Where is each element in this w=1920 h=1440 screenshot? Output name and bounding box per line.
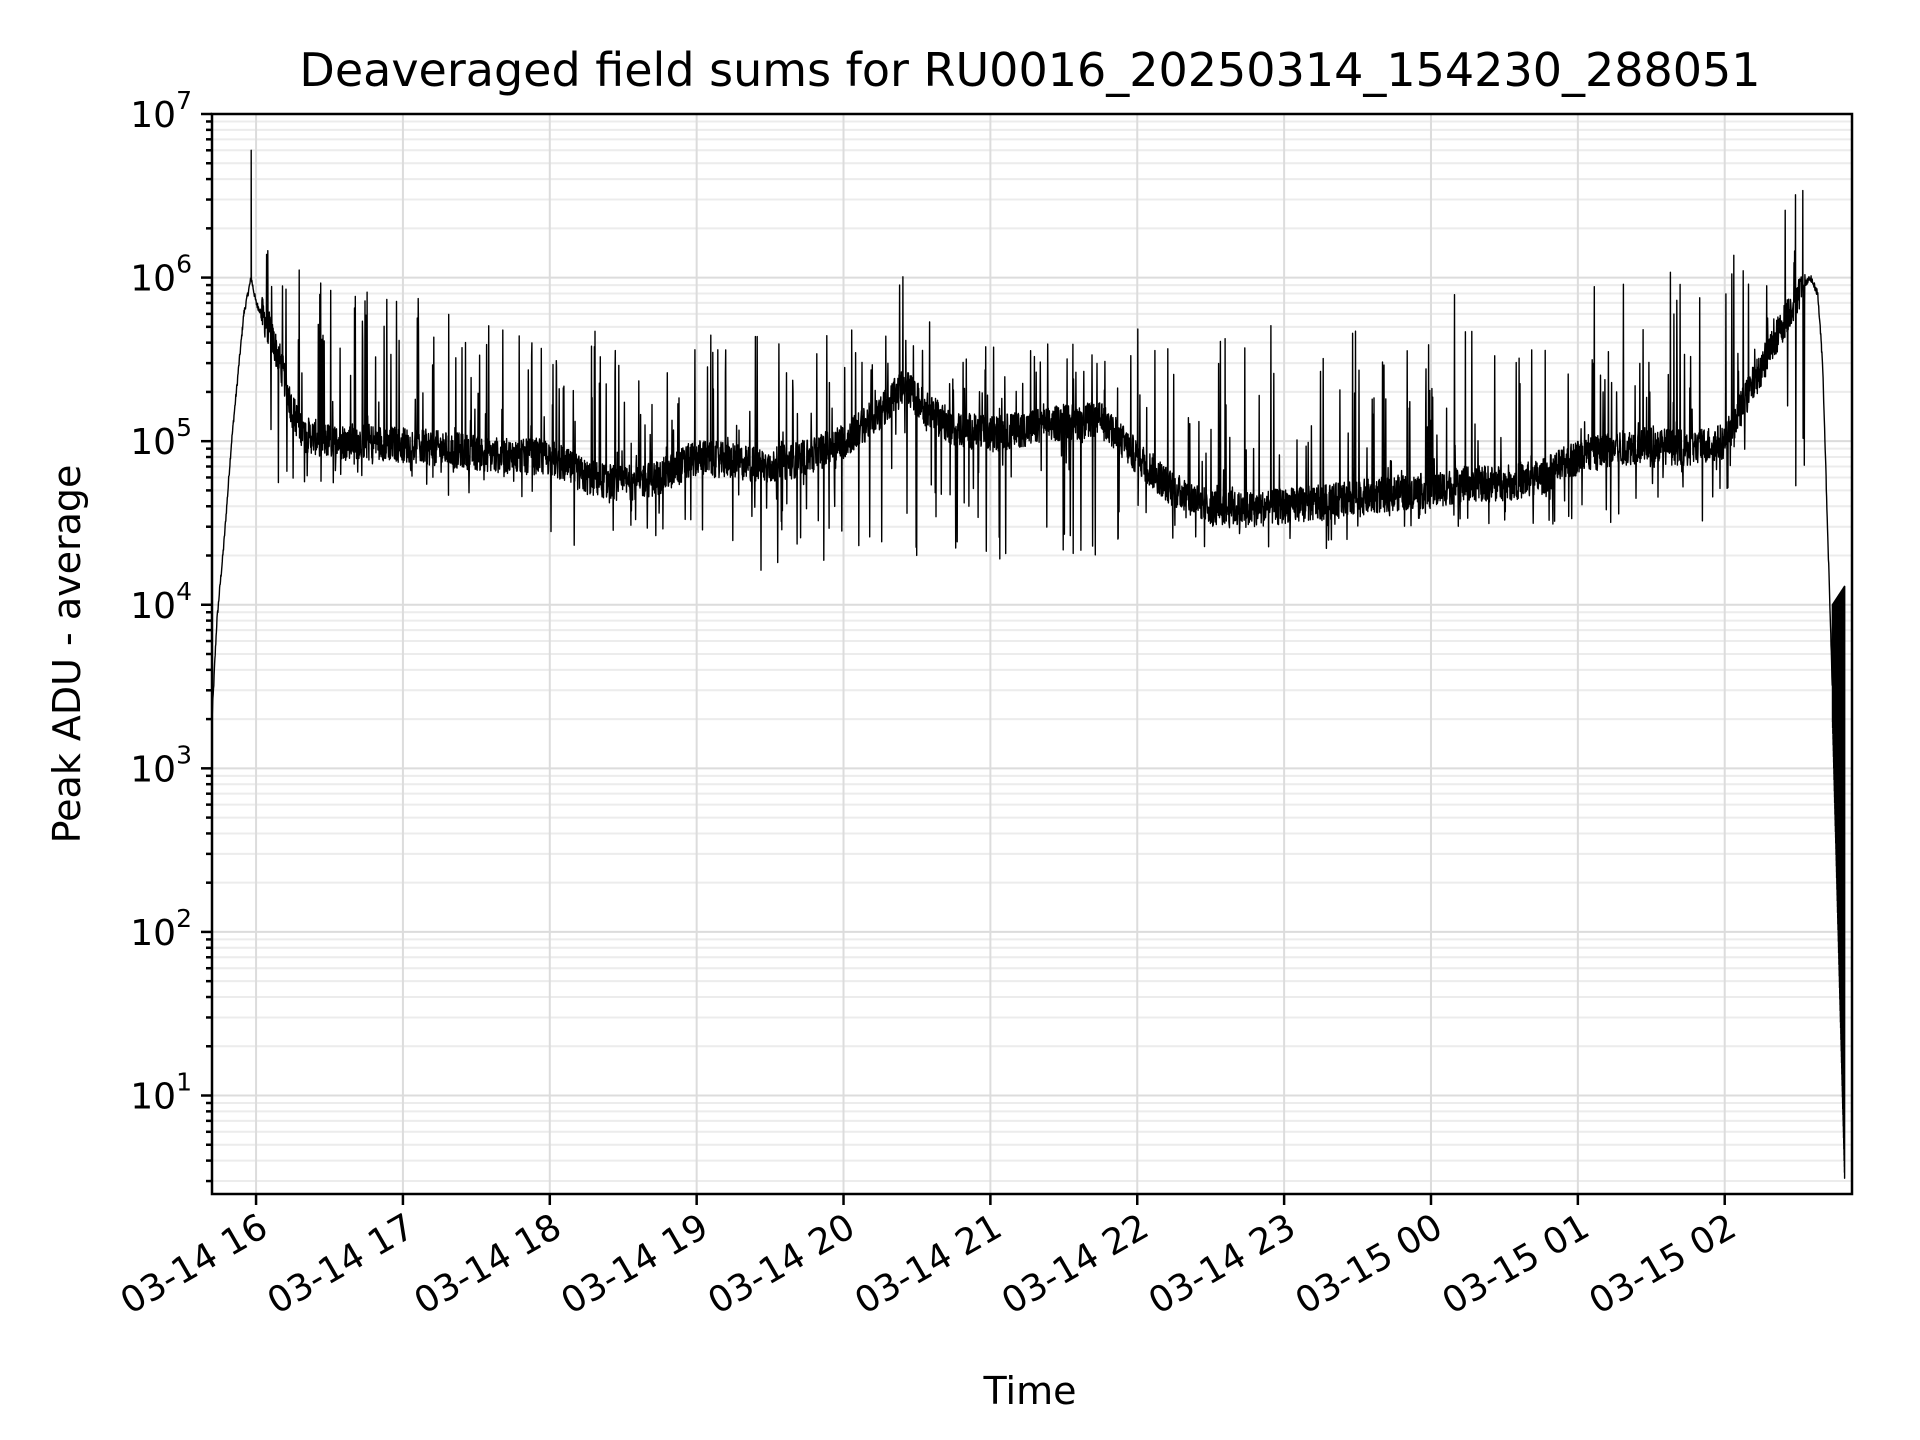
x-tick-label: 03-14 22	[995, 1206, 1156, 1322]
series-line	[212, 149, 1846, 1179]
y-axis-label: Peak ADU - average	[45, 465, 89, 844]
y-tick-label: 107	[130, 86, 192, 136]
x-tick-label: 03-14 17	[261, 1206, 422, 1322]
y-tick-label: 103	[130, 740, 192, 790]
y-tick-label: 102	[130, 904, 192, 954]
y-axis: 101 102 103 104 105 106 107	[130, 86, 212, 1183]
y-tick-label: 106	[130, 250, 192, 300]
x-axis-label: Time	[983, 1369, 1077, 1413]
x-tick-label: 03-14 23	[1142, 1206, 1303, 1322]
x-tick-label: 03-14 18	[408, 1206, 569, 1322]
x-tick-label: 03-14 16	[114, 1206, 275, 1322]
x-tick-label: 03-15 00	[1289, 1206, 1450, 1322]
y-tick-label: 101	[130, 1068, 192, 1118]
x-tick-label: 03-14 21	[848, 1206, 1009, 1322]
x-tick-label: 03-15 02	[1583, 1206, 1744, 1322]
chart-title: Deaveraged field sums for RU0016_2025031…	[299, 43, 1760, 97]
y-tick-label: 105	[130, 413, 192, 463]
x-tick-label: 03-14 19	[554, 1206, 715, 1322]
x-tick-label: 03-15 01	[1436, 1206, 1597, 1322]
x-tick-label: 03-14 20	[701, 1206, 862, 1322]
y-tick-label: 104	[130, 577, 192, 627]
minor-gridlines	[212, 120, 1852, 1183]
